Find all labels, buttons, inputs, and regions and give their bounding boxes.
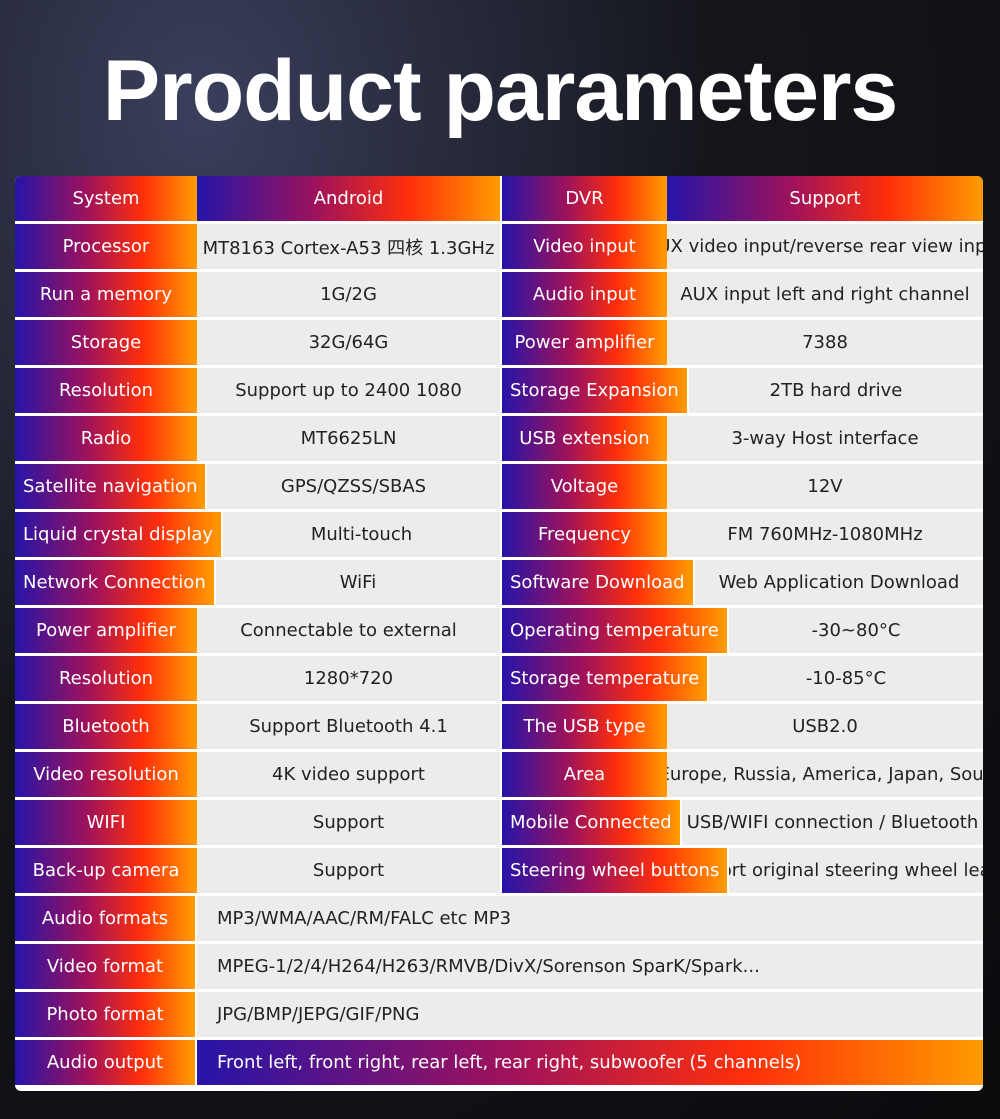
label-cell: Satellite navigation	[15, 464, 206, 509]
value-cell: 3-way Host interface	[667, 416, 983, 461]
value-cell: JPG/BMP/JEPG/GIF/PNG	[197, 992, 983, 1037]
value-cell: MT8163 Cortex-A53 四核 1.3GHz	[197, 224, 500, 269]
label-cell: Steering wheel buttons	[502, 848, 728, 893]
label-cell: Liquid crystal display	[15, 512, 222, 557]
value-cell: Connectable to external	[197, 608, 500, 653]
label-cell: USB extension	[502, 416, 667, 461]
label-cell: The USB type	[502, 704, 667, 749]
value-cell: Front left, front right, rear left, rear…	[197, 1040, 983, 1085]
label-cell: Voltage	[502, 464, 667, 509]
value-cell: Multi-touch	[223, 512, 500, 557]
value-cell: 32G/64G	[197, 320, 500, 365]
value-cell: Android	[197, 176, 500, 221]
label-cell: DVR	[502, 176, 667, 221]
label-cell: Area	[502, 752, 667, 797]
value-cell: MPEG-1/2/4/H264/H263/RMVB/DivX/Sorenson …	[197, 944, 983, 989]
label-cell: Power amplifier	[15, 608, 197, 653]
value-cell: AUX video input/reverse rear view input	[667, 224, 983, 269]
label-cell: Power amplifier	[502, 320, 667, 365]
label-cell: Radio	[15, 416, 197, 461]
label-cell: Audio output	[15, 1040, 195, 1085]
value-cell: MP3/WMA/AAC/RM/FALC etc MP3	[197, 896, 983, 941]
page-title: Product parameters	[102, 43, 899, 139]
value-cell: 4K video support	[197, 752, 500, 797]
label-cell: Run a memory	[15, 272, 197, 317]
value-cell: 1280*720	[197, 656, 500, 701]
value-cell: 2TB hard drive	[689, 368, 983, 413]
label-cell: Video resolution	[15, 752, 197, 797]
label-cell: Back-up camera	[15, 848, 197, 893]
label-cell: Operating temperature	[502, 608, 727, 653]
label-cell: System	[15, 176, 197, 221]
value-cell: USB2.0	[667, 704, 983, 749]
label-cell: Processor	[15, 224, 197, 269]
value-cell: Support original steering wheel learning	[729, 848, 983, 893]
value-cell: Support up to 2400 1080	[197, 368, 500, 413]
label-cell: Network Connection	[15, 560, 214, 605]
label-cell: Video input	[502, 224, 667, 269]
value-cell: Support	[667, 176, 983, 221]
value-cell: FM 760MHz-1080MHz	[667, 512, 983, 557]
label-cell: Software Download	[502, 560, 693, 605]
label-cell: Resolution	[15, 368, 197, 413]
label-cell: Storage Expansion	[502, 368, 687, 413]
label-cell: Audio input	[502, 272, 667, 317]
value-cell: MT6625LN	[197, 416, 500, 461]
value-cell: Support	[197, 800, 500, 845]
value-cell: 12V	[667, 464, 983, 509]
value-cell: Asia, Europe, Russia, America, Japan, So…	[667, 752, 983, 797]
label-cell: Video format	[15, 944, 195, 989]
label-cell: Storage temperature	[502, 656, 708, 701]
parameter-table: Android System MT8163 Cortex-A53 四核 1.3GHz…	[15, 176, 983, 1091]
label-cell: Storage	[15, 320, 197, 365]
label-cell: Frequency	[502, 512, 667, 557]
value-cell: 1G/2G	[197, 272, 500, 317]
value-cell: -10-85°C	[709, 656, 983, 701]
label-cell: Resolution	[15, 656, 197, 701]
label-cell: Bluetooth	[15, 704, 197, 749]
value-cell: 7388	[667, 320, 983, 365]
value-cell: USB/WIFI connection / Bluetooth	[682, 800, 983, 845]
label-cell: Audio formats	[15, 896, 195, 941]
value-cell: Web Application Download	[695, 560, 983, 605]
label-cell: Photo format	[15, 992, 195, 1037]
label-cell: Mobile Connected	[502, 800, 680, 845]
value-cell: AUX input left and right channel	[667, 272, 983, 317]
value-cell: WiFi	[216, 560, 500, 605]
value-cell: -30~80°C	[729, 608, 983, 653]
value-cell: GPS/QZSS/SBAS	[207, 464, 500, 509]
value-cell: Support Bluetooth 4.1	[197, 704, 500, 749]
label-cell: WIFI	[15, 800, 197, 845]
value-cell: Support	[197, 848, 500, 893]
